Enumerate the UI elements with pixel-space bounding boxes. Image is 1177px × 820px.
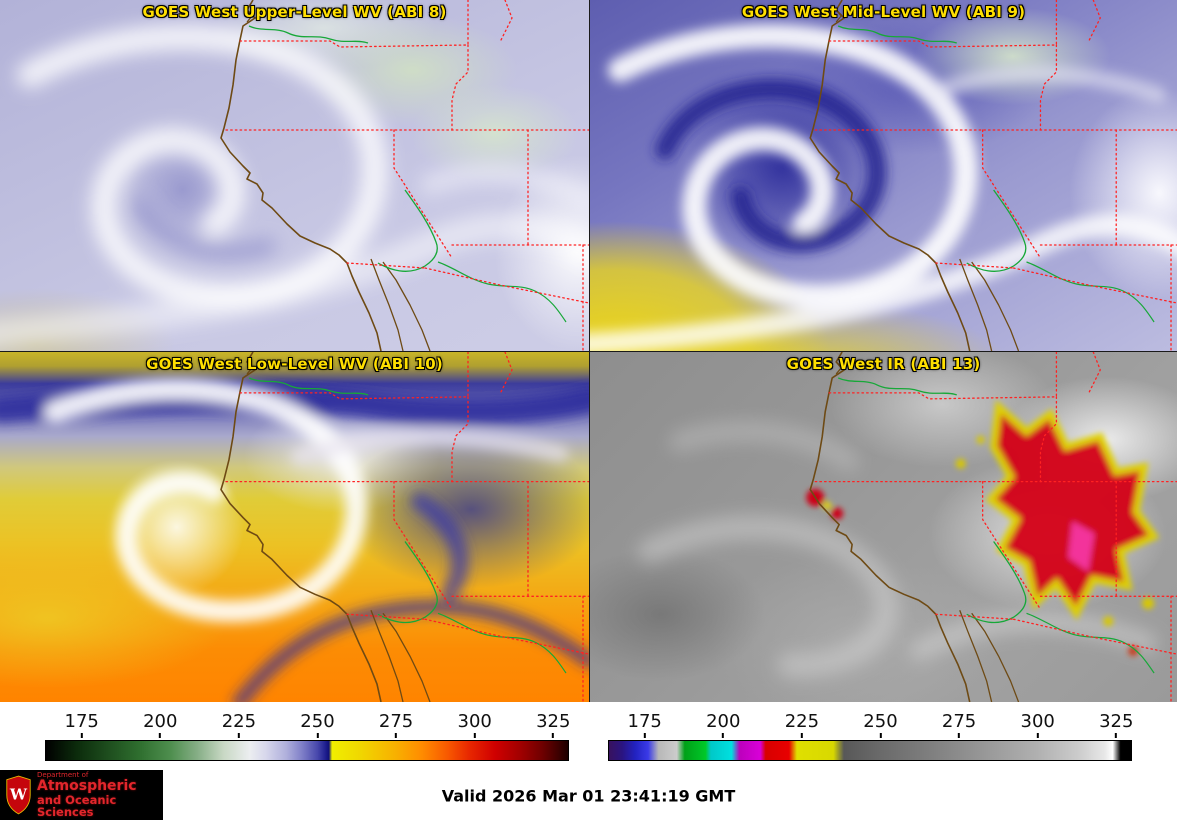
cloud-layer	[0, 378, 589, 702]
tick-mark	[159, 733, 162, 738]
tick-label: 300	[1020, 711, 1055, 732]
tick-label: 250	[863, 711, 898, 732]
ir-gradient-bar	[608, 740, 1132, 761]
tick-mark	[80, 733, 83, 738]
uw-crest-letter: W	[9, 786, 28, 804]
panel-ir: GOES West IR (ABI 13)	[589, 351, 1177, 702]
tick-label: 275	[941, 711, 977, 732]
tick-label: 175	[64, 711, 99, 732]
tick-mark	[800, 733, 803, 738]
tick-label: 225	[221, 711, 257, 732]
tick-label: 175	[627, 711, 662, 732]
cloud-layer	[590, 23, 1177, 351]
panel-title: GOES West Upper-Level WV (ABI 8)	[142, 3, 447, 21]
cloud-layer	[637, 399, 1160, 678]
basemap-overlay	[809, 352, 1177, 702]
tick-label: 200	[143, 711, 178, 732]
basemap-overlay	[809, 0, 1177, 351]
oceanic-sciences-label: and Oceanic Sciences	[37, 792, 117, 820]
tick-label: 250	[300, 711, 335, 732]
colorbar-row: 175 200 225 250 275 300 325 175 200 225 …	[0, 702, 1177, 770]
tick-mark	[879, 733, 882, 738]
department-wordmark: Department of Atmospheric and Oceanic Sc…	[37, 770, 163, 820]
panel-title: GOES West Mid-Level WV (ABI 9)	[741, 3, 1026, 21]
panel-title: GOES West Low-Level WV (ABI 10)	[146, 355, 443, 373]
valid-time: Valid 2026 Mar 01 23:41:19 GMT	[441, 786, 736, 806]
tick-mark	[958, 733, 961, 738]
tick-mark	[1115, 733, 1118, 738]
panel-title: GOES West IR (ABI 13)	[786, 355, 981, 373]
tick-label: 200	[706, 711, 741, 732]
tick-mark	[643, 733, 646, 738]
tick-mark	[552, 733, 555, 738]
ir-colorbar-ticks: 175 200 225 250 275 300 325	[608, 710, 1134, 740]
satellite-quad-grid: GOES West Upper-Level WV (ABI 8) GOES We…	[0, 0, 1177, 702]
wv-colorbar-ticks: 175 200 225 250 275 300 325	[45, 710, 571, 740]
tick-mark	[395, 733, 398, 738]
panel-mid-level-wv: GOES West Mid-Level WV (ABI 9)	[589, 0, 1177, 351]
basemap-overlay	[220, 0, 589, 351]
cloud-layer	[0, 24, 589, 348]
panel-upper-level-wv: GOES West Upper-Level WV (ABI 8)	[0, 0, 589, 351]
ir-colorbar: 175 200 225 250 275 300 325	[589, 702, 1177, 770]
wv-gradient-bar	[45, 740, 569, 761]
tick-mark	[316, 733, 319, 738]
footer: W Department of Atmospheric and Oceanic …	[0, 770, 1177, 820]
tick-label: 300	[457, 711, 492, 732]
uw-crest-icon: W	[6, 775, 31, 815]
tick-label: 225	[784, 711, 820, 732]
tick-mark	[473, 733, 476, 738]
tick-label: 275	[378, 711, 414, 732]
tick-mark	[237, 733, 240, 738]
panel-low-level-wv: GOES West Low-Level WV (ABI 10)	[0, 351, 589, 702]
tick-mark	[1036, 733, 1039, 738]
basemap-overlay	[220, 352, 589, 702]
uw-aos-logo: W Department of Atmospheric and Oceanic …	[0, 770, 163, 820]
tick-label: 325	[536, 711, 571, 732]
tick-mark	[722, 733, 725, 738]
wv-colorbar: 175 200 225 250 275 300 325	[0, 702, 589, 770]
department-of-label: Department of	[37, 770, 89, 779]
tick-label: 325	[1099, 711, 1134, 732]
atmospheric-label: Atmospheric	[37, 778, 137, 795]
